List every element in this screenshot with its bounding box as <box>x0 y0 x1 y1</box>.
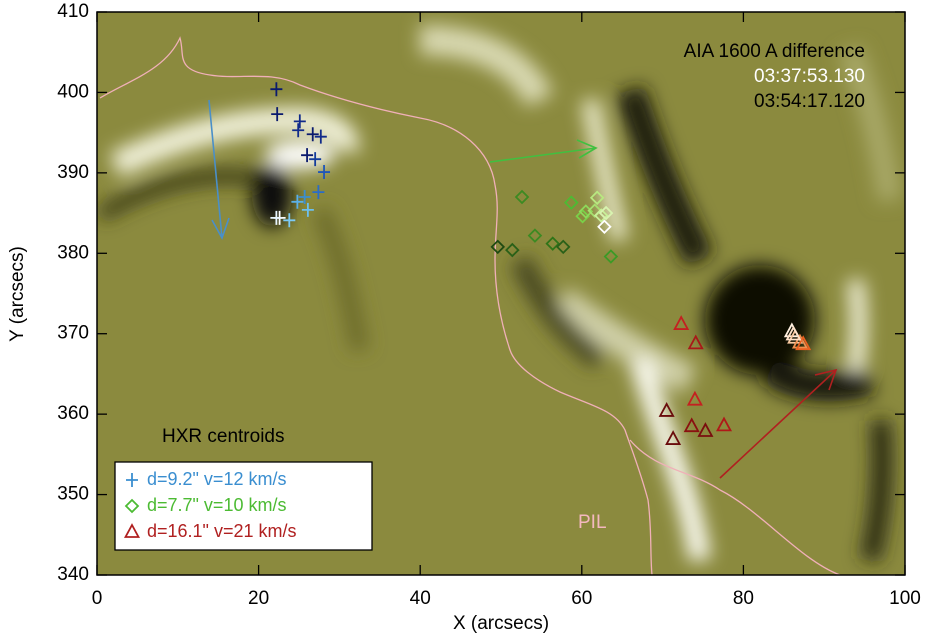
point <box>673 315 690 330</box>
legend: d=9.2" v=12 km/s d=7.7" v=10 km/s d=16.1" … <box>114 461 373 551</box>
point <box>314 129 327 144</box>
y-tick-label: 360 <box>57 403 89 424</box>
point <box>795 335 812 351</box>
point <box>301 202 314 217</box>
point <box>587 203 603 218</box>
point <box>658 402 675 417</box>
point <box>598 205 614 221</box>
point <box>715 416 733 432</box>
legend-marker <box>126 473 138 487</box>
point <box>555 239 571 255</box>
plot-frame <box>96 11 906 576</box>
point <box>505 242 520 258</box>
point <box>318 165 331 180</box>
point <box>309 152 322 167</box>
x-tick-label: 60 <box>571 588 592 609</box>
y-tick-label: 340 <box>57 564 89 585</box>
y-tick-label: 380 <box>57 242 89 263</box>
point <box>791 333 808 349</box>
point <box>589 190 605 206</box>
point <box>686 390 703 406</box>
point <box>312 185 325 200</box>
point <box>545 236 560 251</box>
point <box>298 189 311 204</box>
legend-marker <box>123 523 141 538</box>
y-tick-label: 390 <box>57 162 89 183</box>
point <box>490 239 506 255</box>
time-label: 03:37:53.130 <box>754 66 865 87</box>
time-label: 03:54:17.120 <box>754 91 865 112</box>
point <box>665 430 682 445</box>
x-tick-label: 80 <box>733 588 754 609</box>
y-axis-label: Y (arcsecs) <box>7 246 28 342</box>
point <box>593 208 609 223</box>
point <box>271 107 284 122</box>
point <box>270 82 283 97</box>
pil-label: PIL <box>578 512 607 533</box>
point <box>283 213 296 228</box>
chart-title: AIA 1600 A difference <box>684 41 865 62</box>
point <box>603 249 619 264</box>
legend-label: d=16.1" v=21 km/s <box>147 521 296 541</box>
x-axis-label: X (arcsecs) <box>453 613 549 634</box>
annotation: HXR centroids <box>162 426 285 447</box>
point <box>687 334 704 350</box>
velocity-arrows <box>208 99 838 479</box>
legend-marker <box>124 498 140 514</box>
pil-contour <box>99 36 841 575</box>
point <box>514 189 530 205</box>
point <box>527 228 543 243</box>
point <box>301 148 314 163</box>
data-points <box>270 82 812 445</box>
x-tick-label: 40 <box>410 588 431 609</box>
point <box>785 325 802 341</box>
point <box>291 194 304 209</box>
x-tick-label: 0 <box>92 588 103 609</box>
legend-label: d=7.7" v=10 km/s <box>147 495 286 515</box>
x-tick-label: 100 <box>889 588 921 609</box>
y-tick-label: 400 <box>57 81 89 102</box>
y-tick-label: 370 <box>57 323 89 344</box>
point <box>270 210 283 225</box>
legend-box <box>114 461 373 551</box>
point <box>697 422 714 437</box>
point <box>683 417 700 433</box>
point <box>293 114 306 129</box>
point <box>292 123 305 138</box>
legend-label: d=9.2" v=12 km/s <box>147 469 286 489</box>
point <box>575 209 590 224</box>
point <box>306 127 319 142</box>
y-tick-label: 410 <box>57 1 89 22</box>
point <box>564 195 579 210</box>
y-tick-label: 350 <box>57 484 89 505</box>
point <box>597 219 612 235</box>
x-tick-label: 20 <box>248 588 269 609</box>
